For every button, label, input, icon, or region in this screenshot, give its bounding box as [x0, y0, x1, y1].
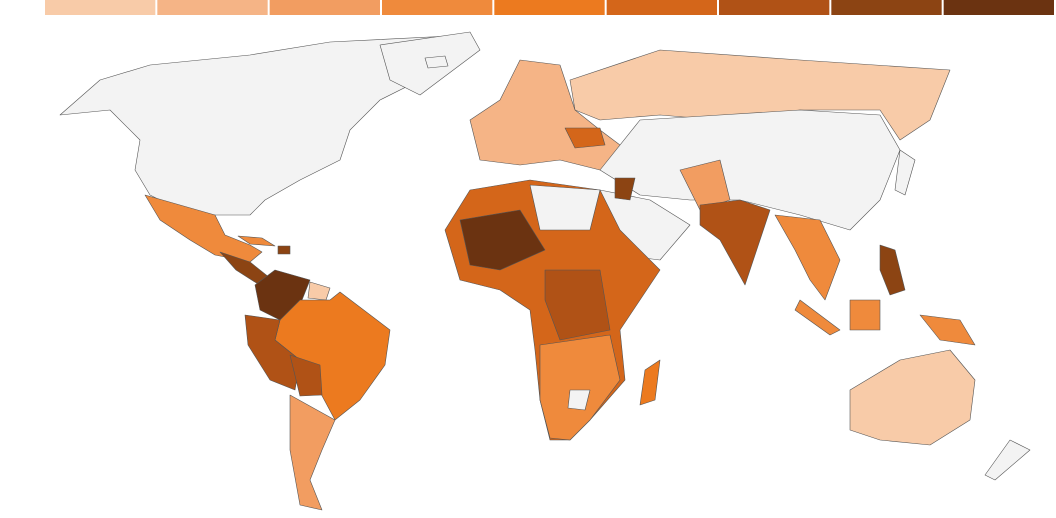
legend-swatch [943, 0, 1054, 15]
sumatra [794, 299, 841, 336]
south-africa [567, 389, 591, 411]
mexico [144, 194, 263, 263]
india [699, 199, 771, 286]
philippines [879, 244, 906, 296]
madagascar [639, 359, 661, 406]
color-legend [45, 0, 1054, 15]
syria [614, 177, 636, 201]
russia [569, 49, 951, 141]
ukraine [564, 127, 606, 149]
iceland [424, 55, 449, 69]
legend-swatch [606, 0, 717, 15]
haiti [277, 245, 291, 255]
legend-swatch [494, 0, 605, 15]
legend-swatch [719, 0, 830, 15]
japan [894, 149, 916, 196]
countries [59, 31, 1031, 511]
central-africa [544, 269, 611, 341]
cuba [237, 235, 276, 247]
legend-swatch [45, 0, 156, 15]
borneo [849, 299, 881, 331]
legend-swatch [157, 0, 268, 15]
new-zealand [984, 439, 1031, 481]
legend-swatch [269, 0, 380, 15]
australia [849, 349, 976, 446]
southern-africa [539, 334, 621, 441]
central-east-asia [599, 109, 901, 231]
argentina-chile [289, 394, 336, 511]
libya-egypt [529, 184, 601, 231]
legend-swatch [831, 0, 942, 15]
southeast-asia [774, 214, 841, 301]
north-america [59, 34, 471, 216]
sahel [459, 209, 546, 271]
new-guinea [919, 314, 976, 346]
guianas [307, 281, 331, 301]
legend-swatch [382, 0, 493, 15]
bolivia [289, 354, 323, 397]
